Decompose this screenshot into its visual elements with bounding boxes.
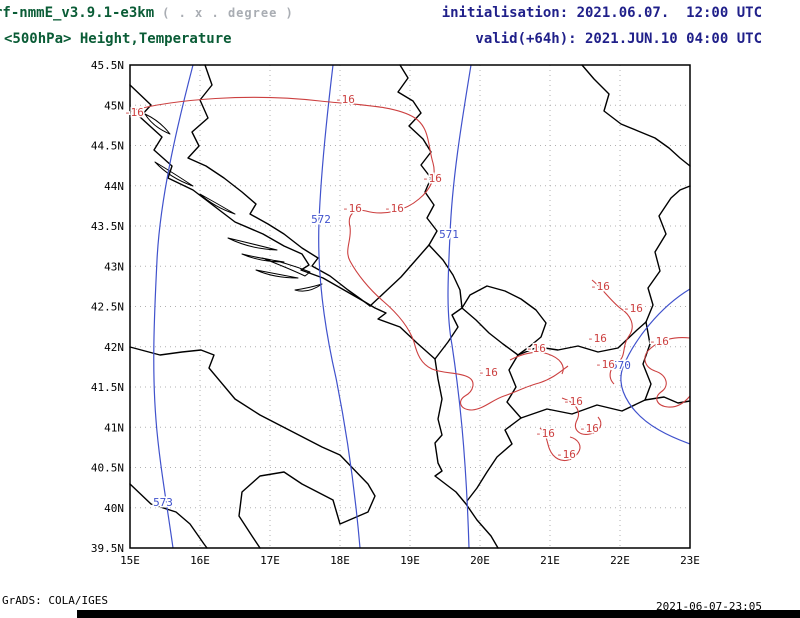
border-serbia-bulgaria bbox=[645, 185, 691, 323]
height-contour-label: 570 bbox=[611, 359, 631, 372]
temp-contour-label: -16 bbox=[535, 427, 555, 440]
temp-contour-label: -16 bbox=[422, 172, 442, 185]
temp-contour-label: -16 bbox=[384, 202, 404, 215]
lon-tick-label: 18E bbox=[330, 554, 350, 567]
island-dot bbox=[205, 260, 209, 264]
temperature-contours bbox=[129, 96, 691, 461]
temp-contour-label: -16 bbox=[563, 395, 583, 408]
lat-tick-label: 44.5N bbox=[91, 140, 124, 153]
temp-contour-label: -16 bbox=[342, 202, 362, 215]
lon-tick-label: 16E bbox=[190, 554, 210, 567]
temp-contour-label: -16 bbox=[590, 280, 610, 293]
lat-tick-label: 40N bbox=[104, 502, 124, 515]
lat-tick-label: 42.5N bbox=[91, 301, 124, 314]
lat-tick-label: 40.5N bbox=[91, 462, 124, 475]
border-albania-greece bbox=[466, 417, 522, 502]
temp-contour-label: -16 bbox=[595, 358, 615, 371]
height-contours bbox=[153, 64, 691, 549]
lat-tick-label: 45N bbox=[104, 99, 124, 112]
height-contour-570 bbox=[620, 288, 691, 445]
border-macedonia-greece bbox=[520, 399, 646, 419]
lat-tick-label: 39.5N bbox=[91, 542, 124, 555]
temp-contour-minus16-north bbox=[129, 96, 569, 411]
temp-contour-label: -16 bbox=[649, 335, 669, 348]
creation-timestamp: 2021-06-07-23:05 bbox=[656, 600, 762, 613]
lat-tick-label: 41.5N bbox=[91, 381, 124, 394]
temp-contour-minus16-central bbox=[509, 351, 564, 375]
height-contour-572 bbox=[318, 64, 361, 549]
border-serbia-romania-danube bbox=[581, 64, 691, 167]
lon-tick-label: 22E bbox=[610, 554, 630, 567]
coastline-east-adriatic bbox=[129, 84, 499, 549]
height-contour-573 bbox=[153, 64, 194, 549]
header-line-1: rf-nmmE_v3.9.1-e3km ( . x . degree ) bbox=[0, 5, 294, 21]
coastline-italy-west bbox=[129, 483, 208, 549]
lon-tick-label: 19E bbox=[400, 554, 420, 567]
grads-credit: GrADS: COLA/IGES bbox=[2, 594, 108, 607]
grid-resolution-label: ( . x . degree ) bbox=[162, 6, 294, 20]
temp-contour-label: -16 bbox=[335, 93, 355, 106]
temp-contour-minus16-right-edge bbox=[644, 337, 691, 408]
temp-contour-minus16-east-upper bbox=[591, 279, 633, 385]
height-contour-label: 571 bbox=[439, 228, 459, 241]
height-contour-label: 572 bbox=[311, 213, 331, 226]
temp-contour-minus16-south-1 bbox=[561, 397, 602, 435]
plot-border bbox=[129, 64, 691, 549]
init-time-label: initialisation: 2021.06.07. 12:00 UTC bbox=[441, 5, 762, 21]
lon-tick-label: 20E bbox=[470, 554, 490, 567]
lat-tick-label: 42N bbox=[104, 341, 124, 354]
grid-lines bbox=[130, 65, 690, 548]
coastline-italy-east bbox=[129, 346, 376, 549]
border-croatia-bosnia bbox=[187, 64, 371, 307]
valid-time-label: valid(+64h): 2021.JUN.10 04:00 UTC bbox=[475, 31, 762, 47]
lon-tick-label: 21E bbox=[540, 554, 560, 567]
lat-tick-label: 41N bbox=[104, 421, 124, 434]
border-kosovo-north bbox=[461, 285, 547, 356]
temp-contour-label: -16 bbox=[478, 366, 498, 379]
border-macedonia-bulgaria bbox=[642, 321, 652, 401]
temp-contour-label: -16 bbox=[623, 302, 643, 315]
border-serbia-montenegro bbox=[428, 244, 463, 309]
coastlines-and-borders bbox=[129, 64, 691, 549]
lat-tick-label: 45.5N bbox=[91, 59, 124, 72]
lat-tick-label: 43.5N bbox=[91, 220, 124, 233]
temp-contour-label: -16 bbox=[579, 422, 599, 435]
temp-contour-label: -16 bbox=[124, 106, 144, 119]
border-kosovo-albania bbox=[461, 307, 519, 356]
lon-tick-label: 23E bbox=[680, 554, 700, 567]
lat-tick-label: 44N bbox=[104, 180, 124, 193]
temp-contour-label: -16 bbox=[526, 342, 546, 355]
border-montenegro-albania bbox=[434, 307, 463, 360]
island-chain bbox=[144, 113, 323, 292]
product-title: <500hPa> Height,Temperature bbox=[4, 31, 232, 47]
temp-contour-minus16-south-2 bbox=[539, 427, 581, 461]
height-contour-571 bbox=[447, 64, 472, 549]
lon-tick-label: 15E bbox=[120, 554, 140, 567]
border-macedonia-north bbox=[517, 321, 647, 356]
temp-contour-label: -16 bbox=[556, 448, 576, 461]
bottom-bar bbox=[77, 610, 800, 618]
lon-tick-label: 17E bbox=[260, 554, 280, 567]
border-albania-macedonia bbox=[506, 354, 522, 419]
border-bosnia-montenegro bbox=[369, 244, 430, 307]
model-title: rf-nmmE_v3.9.1-e3km bbox=[0, 5, 155, 21]
height-contour-label: 573 bbox=[153, 496, 173, 509]
axis-tick-labels: 15E 16E 17E 18E 19E 20E 21E 22E 23E 45.5N 45N 44.5N… bbox=[91, 59, 700, 567]
island-corfu bbox=[457, 531, 467, 545]
temp-contour-label: -16 bbox=[587, 332, 607, 345]
lat-tick-label: 43N bbox=[104, 260, 124, 273]
